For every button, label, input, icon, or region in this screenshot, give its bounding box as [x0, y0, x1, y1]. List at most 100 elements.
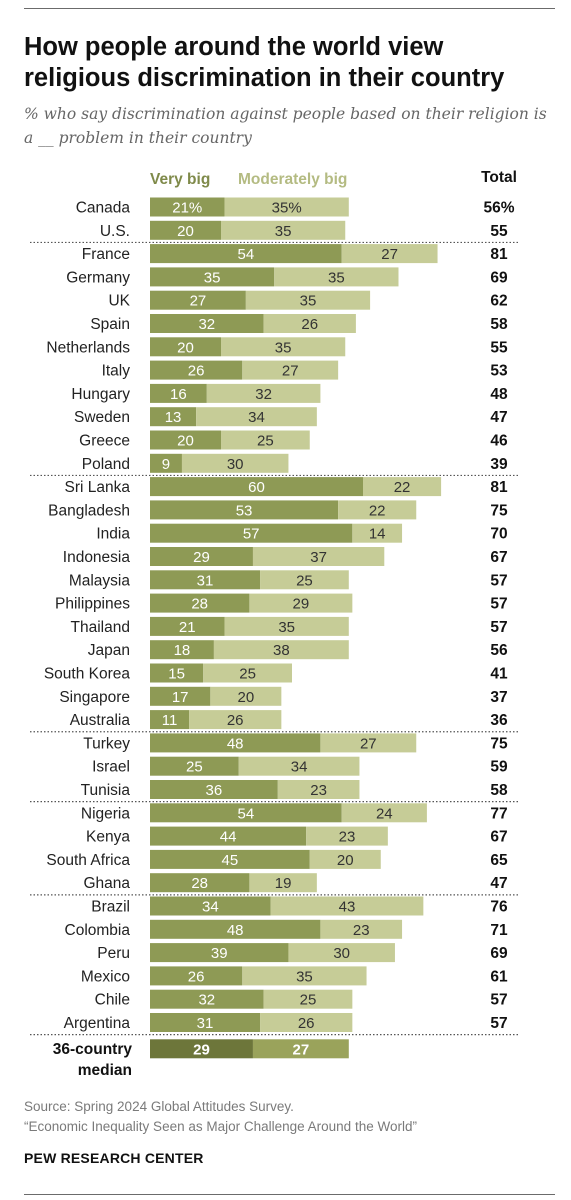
bar-very-big — [150, 430, 221, 450]
bar-moderately-big — [196, 407, 317, 427]
legend-very-big: Very big — [150, 171, 210, 188]
bar-moderately-big — [252, 547, 385, 566]
total-value: 62 — [490, 293, 507, 310]
value-label-moderately-big: 35 — [296, 968, 313, 985]
bar-moderately-big — [288, 943, 395, 963]
total-value: 75 — [490, 735, 508, 752]
value-label-very-big: 29 — [193, 549, 210, 566]
value-label-moderately-big: 22 — [394, 479, 411, 496]
value-label-moderately-big: 35 — [300, 293, 317, 310]
value-label-moderately-big: 43 — [339, 899, 356, 916]
bar-very-big — [150, 873, 250, 893]
value-label-moderately-big: 25 — [300, 992, 317, 1009]
value-label-moderately-big: 27 — [360, 735, 377, 752]
total-value: 75 — [490, 502, 508, 519]
bar-moderately-big — [320, 919, 403, 939]
total-value: 47 — [490, 875, 507, 892]
value-label-moderately-big: 32 — [255, 386, 272, 403]
total-value: 57 — [490, 992, 507, 1009]
bar-very-big — [150, 570, 261, 590]
bar-very-big — [150, 780, 278, 799]
value-label-very-big: 9 — [162, 456, 170, 473]
value-label-very-big: 54 — [238, 805, 255, 822]
bar-very-big — [150, 453, 182, 473]
value-label-moderately-big: 34 — [291, 759, 308, 776]
bar-moderately-big — [203, 663, 292, 683]
value-label-moderately-big: 25 — [239, 666, 256, 683]
value-label-very-big: 57 — [243, 526, 260, 543]
organization-name: PEW RESEARCH CENTER — [24, 1150, 204, 1166]
category-label: Bangladesh — [48, 502, 130, 519]
chart-title: How people around the world view religio… — [24, 33, 505, 92]
category-label: UK — [108, 293, 130, 310]
total-value: 55 — [490, 339, 508, 356]
bar-moderately-big — [263, 989, 353, 1009]
bar-very-big — [150, 477, 363, 497]
value-label-very-big: 53 — [236, 502, 253, 519]
bar-very-big — [150, 826, 307, 846]
category-label: Tunisia — [81, 782, 131, 799]
value-label-very-big: 60 — [248, 479, 265, 496]
bar-moderately-big — [320, 733, 417, 753]
category-label: Ghana — [83, 875, 130, 892]
category-label: France — [82, 246, 130, 263]
total-value: 77 — [490, 805, 507, 822]
bar-very-big — [150, 733, 321, 753]
category-label: India — [96, 526, 130, 543]
bar-very-big — [150, 686, 211, 706]
bar-very-big — [150, 407, 197, 427]
value-label-very-big: 45 — [222, 852, 239, 869]
total-value: 58 — [490, 782, 508, 799]
value-label-moderately-big: 29 — [293, 596, 310, 613]
value-label-moderately-big: 35% — [272, 200, 302, 217]
value-label-moderately-big: 23 — [310, 782, 327, 799]
category-label: Brazil — [91, 899, 130, 916]
value-label-very-big: 21 — [179, 619, 196, 636]
category-label: Philippines — [55, 596, 130, 613]
value-label-moderately-big: 24 — [376, 805, 393, 822]
total-value: 67 — [490, 829, 507, 846]
total-value: 36 — [490, 712, 508, 729]
category-label: Turkey — [83, 735, 130, 752]
source-line-1: Source: Spring 2024 Global Attitudes Sur… — [24, 1099, 294, 1114]
value-label-very-big: 54 — [238, 246, 255, 263]
bar-moderately-big — [341, 244, 438, 264]
bar-very-big — [150, 803, 342, 823]
bar-moderately-big — [260, 570, 349, 590]
value-label-moderately-big: 20 — [238, 689, 255, 706]
category-label: Hungary — [71, 386, 130, 403]
bottom-rule — [24, 1194, 555, 1195]
total-value: 48 — [490, 386, 508, 403]
bar-moderately-big — [306, 826, 388, 846]
bar-moderately-big — [221, 220, 346, 240]
value-label-moderately-big: 14 — [369, 526, 386, 543]
category-label: Argentina — [64, 1015, 131, 1032]
bar-very-big — [150, 989, 264, 1009]
category-label: Mexico — [81, 968, 130, 985]
category-label: South Korea — [44, 666, 131, 683]
category-label: Italy — [102, 363, 131, 380]
bar-very-big — [150, 244, 342, 264]
bar-very-big — [150, 220, 221, 240]
value-label-moderately-big: 20 — [337, 852, 354, 869]
bar-very-big — [150, 290, 246, 310]
value-label-very-big: 26 — [188, 968, 205, 985]
value-label-very-big: 20 — [177, 433, 194, 450]
bar-very-big — [150, 943, 289, 963]
value-label-moderately-big: 27 — [282, 363, 299, 380]
bar-very-big — [150, 383, 207, 403]
total-value: 61 — [490, 968, 508, 985]
value-label-very-big: 25 — [186, 759, 203, 776]
bar-very-big — [150, 616, 225, 636]
value-label-very-big: 13 — [165, 409, 182, 426]
stacked-bar-chart: Very big Moderately big Total Canada 21% 35% 5… — [30, 169, 520, 1079]
bar-moderately-big — [181, 453, 289, 473]
total-value: 58 — [490, 316, 508, 333]
category-label: Sweden — [74, 409, 130, 426]
bar-very-big — [150, 663, 204, 683]
category-label: U.S. — [100, 223, 130, 240]
category-label: Canada — [76, 200, 131, 217]
bar-moderately-big — [242, 966, 367, 986]
category-label: Poland — [82, 456, 130, 473]
total-value: 57 — [490, 619, 507, 636]
